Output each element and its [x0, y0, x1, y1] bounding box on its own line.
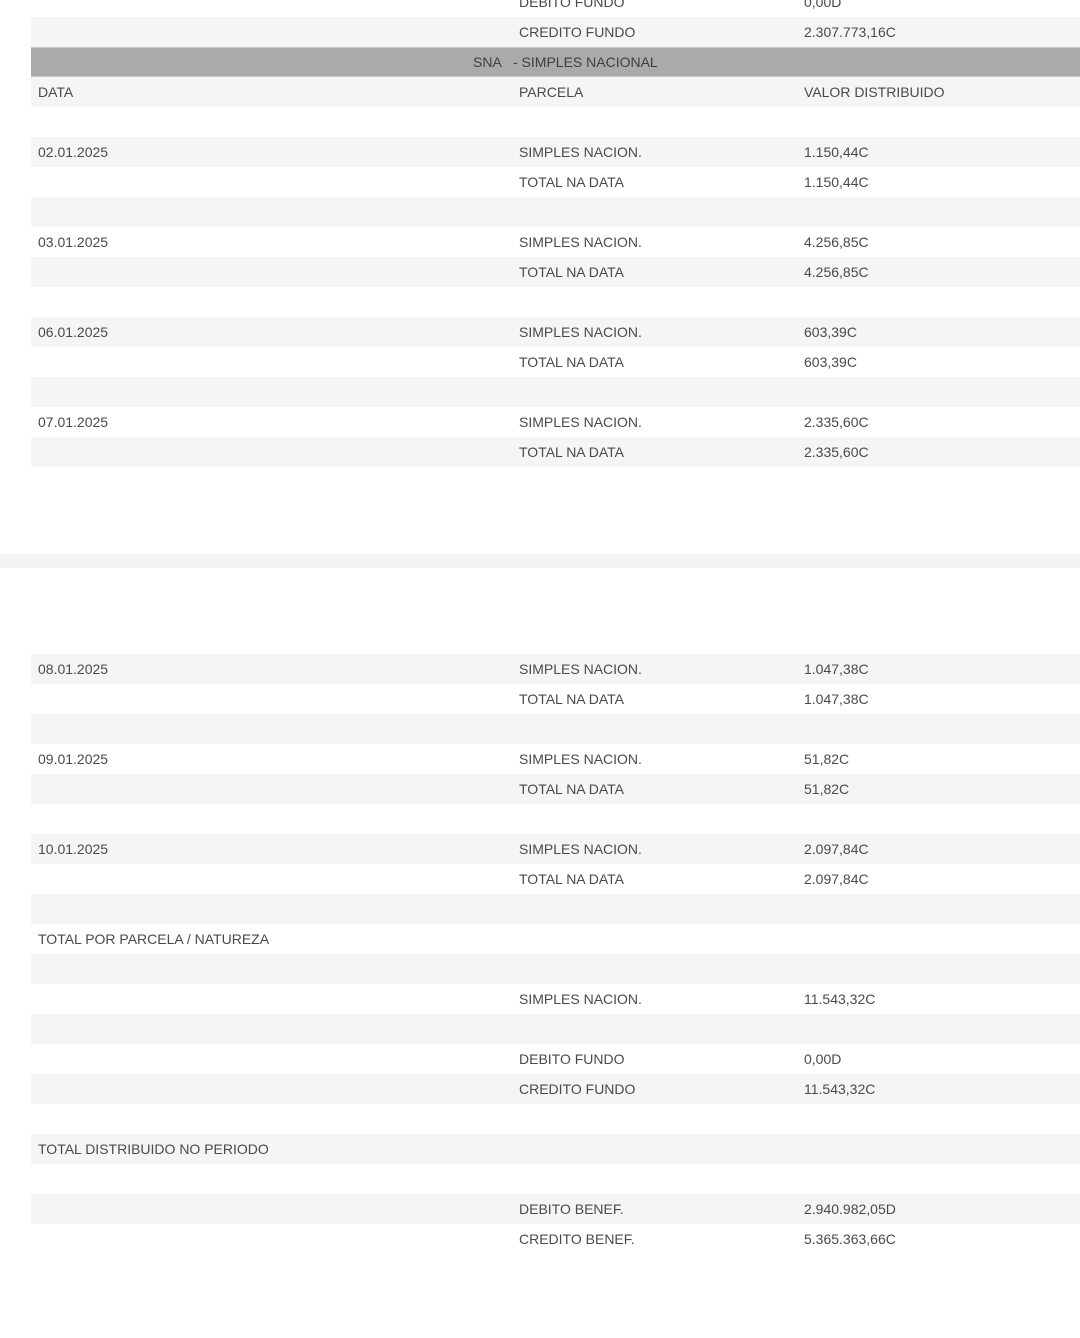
date-cell: 06.01.2025 — [38, 324, 109, 340]
page-break — [0, 554, 1080, 568]
table-row — [31, 287, 1080, 317]
section-header: SNA - SIMPLES NACIONAL — [31, 47, 1080, 77]
table-row — [31, 954, 1080, 984]
valor-cell: 0,00D — [804, 1051, 842, 1067]
parcela-cell: SIMPLES NACION. — [519, 324, 642, 340]
parcela-cell: SIMPLES NACION. — [519, 661, 642, 677]
section-code: SNA — [473, 54, 502, 70]
parcela-cell: TOTAL NA DATA — [519, 781, 625, 797]
table-row: TOTAL NA DATA 2.097,84C — [31, 864, 1080, 894]
table-row — [31, 107, 1080, 137]
table-row: SIMPLES NACION. 11.543,32C — [31, 984, 1080, 1014]
valor-cell: 2.335,60C — [804, 414, 869, 430]
report-page-2: 08.01.2025 SIMPLES NACION. 1.047,38C TOTAL … — [31, 654, 1080, 1254]
valor-cell: 0,00D — [804, 0, 842, 10]
table-row: 10.01.2025 SIMPLES NACION. 2.097,84C — [31, 834, 1080, 864]
date-cell: 02.01.2025 — [38, 144, 109, 160]
valor-cell: 603,39C — [804, 354, 857, 370]
table-row: TOTAL NA DATA 4.256,85C — [31, 257, 1080, 287]
date-cell: 08.01.2025 — [38, 661, 109, 677]
parcela-cell: SIMPLES NACION. — [519, 841, 642, 857]
table-row: TOTAL POR PARCELA / NATUREZA — [31, 924, 1080, 954]
table-row: TOTAL NA DATA 603,39C — [31, 347, 1080, 377]
table-row: TOTAL NA DATA 51,82C — [31, 774, 1080, 804]
table-row: TOTAL NA DATA 2.335,60C — [31, 437, 1080, 467]
table-row — [31, 1014, 1080, 1044]
table-row — [31, 377, 1080, 407]
date-cell: TOTAL DISTRIBUIDO NO PERIODO — [38, 1141, 269, 1157]
table-row: 07.01.2025 SIMPLES NACION. 2.335,60C — [31, 407, 1080, 437]
valor-cell: 2.940.982,05D — [804, 1201, 896, 1217]
table-row: TOTAL NA DATA 1.150,44C — [31, 167, 1080, 197]
valor-cell: 2.335,60C — [804, 444, 869, 460]
table-row: DEBITO FUNDO 0,00D — [31, 1044, 1080, 1074]
table-row — [31, 1164, 1080, 1194]
table-row: CREDITO FUNDO 11.543,32C — [31, 1074, 1080, 1104]
parcela-cell: TOTAL NA DATA — [519, 871, 625, 887]
parcela-cell: SIMPLES NACION. — [519, 991, 642, 1007]
parcela-cell: TOTAL NA DATA — [519, 444, 625, 460]
parcela-cell: DEBITO BENEF. — [519, 1201, 624, 1217]
parcela-cell: DEBITO FUNDO — [519, 0, 625, 10]
parcela-cell: CREDITO BENEF. — [519, 1231, 635, 1247]
table-row: 06.01.2025 SIMPLES NACION. 603,39C — [31, 317, 1080, 347]
table-row: CREDITO FUNDO 2.307.773,16C — [31, 17, 1080, 47]
parcela-cell: SIMPLES NACION. — [519, 414, 642, 430]
date-cell: 07.01.2025 — [38, 414, 109, 430]
valor-cell: 1.047,38C — [804, 691, 869, 707]
table-row: DEBITO FUNDO 0,00D — [31, 0, 1080, 17]
table-row: DEBITO BENEF. 2.940.982,05D — [31, 1194, 1080, 1224]
parcela-cell: SIMPLES NACION. — [519, 751, 642, 767]
parcela-cell: CREDITO FUNDO — [519, 24, 636, 40]
column-header-row: DATA PARCELA VALOR DISTRIBUIDO — [31, 77, 1080, 107]
table-row: 03.01.2025 SIMPLES NACION. 4.256,85C — [31, 227, 1080, 257]
column-header-data: DATA — [38, 84, 74, 100]
parcela-cell: TOTAL NA DATA — [519, 174, 625, 190]
parcela-cell: TOTAL NA DATA — [519, 354, 625, 370]
table-row — [31, 714, 1080, 744]
column-header-parcela: PARCELA — [519, 84, 584, 100]
parcela-cell: SIMPLES NACION. — [519, 234, 642, 250]
date-cell: 10.01.2025 — [38, 841, 109, 857]
table-row — [31, 1104, 1080, 1134]
valor-cell: 51,82C — [804, 781, 850, 797]
valor-cell: 1.150,44C — [804, 144, 869, 160]
valor-cell: 2.097,84C — [804, 871, 869, 887]
valor-cell: 5.365.363,66C — [804, 1231, 896, 1247]
column-header-valor: VALOR DISTRIBUIDO — [804, 84, 945, 100]
valor-cell: 1.047,38C — [804, 661, 869, 677]
table-row: TOTAL DISTRIBUIDO NO PERIODO — [31, 1134, 1080, 1164]
date-cell: TOTAL POR PARCELA / NATUREZA — [38, 931, 270, 947]
table-row: 08.01.2025 SIMPLES NACION. 1.047,38C — [31, 654, 1080, 684]
valor-cell: 2.097,84C — [804, 841, 869, 857]
valor-cell: 4.256,85C — [804, 234, 869, 250]
table-row: 02.01.2025 SIMPLES NACION. 1.150,44C — [31, 137, 1080, 167]
parcela-cell: SIMPLES NACION. — [519, 144, 642, 160]
table-row: TOTAL NA DATA 1.047,38C — [31, 684, 1080, 714]
table-row: 09.01.2025 SIMPLES NACION. 51,82C — [31, 744, 1080, 774]
table-row: CREDITO BENEF. 5.365.363,66C — [31, 1224, 1080, 1254]
section-name: - SIMPLES NACIONAL — [513, 54, 658, 70]
table-row — [31, 894, 1080, 924]
valor-cell: 11.543,32C — [804, 1081, 876, 1097]
valor-cell: 4.256,85C — [804, 264, 869, 280]
valor-cell: 51,82C — [804, 751, 850, 767]
valor-cell: 1.150,44C — [804, 174, 869, 190]
parcela-cell: TOTAL NA DATA — [519, 264, 625, 280]
parcela-cell: CREDITO FUNDO — [519, 1081, 636, 1097]
parcela-cell: DEBITO FUNDO — [519, 1051, 625, 1067]
parcela-cell: TOTAL NA DATA — [519, 691, 625, 707]
date-cell: 09.01.2025 — [38, 751, 109, 767]
valor-cell: 2.307.773,16C — [804, 24, 896, 40]
valor-cell: 11.543,32C — [804, 991, 876, 1007]
report-page-1: DEBITO FUNDO 0,00D CREDITO FUNDO 2.307.773,… — [31, 0, 1080, 467]
date-cell: 03.01.2025 — [38, 234, 109, 250]
valor-cell: 603,39C — [804, 324, 857, 340]
table-row — [31, 197, 1080, 227]
table-row — [31, 804, 1080, 834]
